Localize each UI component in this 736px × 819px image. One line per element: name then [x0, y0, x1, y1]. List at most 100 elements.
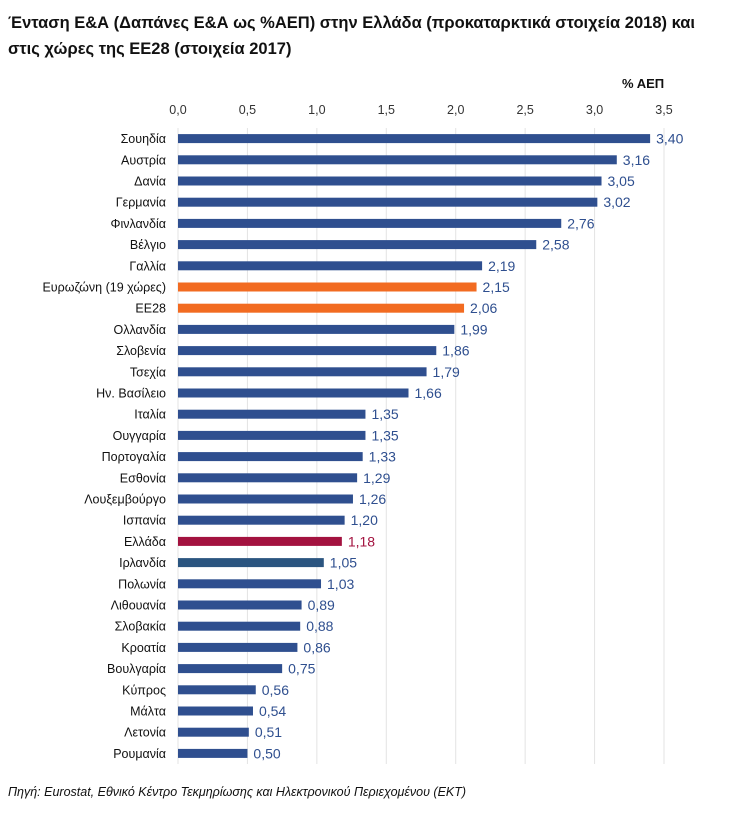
bar	[178, 197, 598, 207]
bar	[178, 218, 562, 228]
bar	[178, 324, 455, 334]
data-label: 2,19	[488, 258, 515, 274]
data-label: 0,51	[255, 724, 282, 740]
x-tick-label: 0,0	[169, 103, 186, 117]
data-label: 2,58	[542, 237, 569, 253]
data-label: 0,86	[303, 639, 330, 655]
bar-chart: 0,0 0,5 1,0 1,5 2,0 2,5 3,0 3,5 Σουηδία 3,40 Αυστρ…	[42, 103, 684, 764]
data-label: 1,20	[351, 512, 378, 528]
category-label: Ολλανδία	[114, 323, 166, 337]
category-label: Λιθουανία	[111, 599, 166, 613]
category-label: Σλοβακία	[115, 620, 166, 634]
data-label: 1,29	[363, 470, 390, 486]
category-label: Λουξεμβούργο	[84, 493, 166, 507]
category-label: Ιταλία	[134, 408, 166, 422]
x-tick-label: 2,5	[516, 103, 533, 117]
bar	[178, 515, 345, 525]
bar	[178, 748, 248, 758]
category-label: Ισπανία	[123, 514, 166, 528]
category-label: Ιρλανδία	[119, 556, 166, 570]
category-label: Βέλγιο	[130, 238, 166, 252]
data-label: 1,05	[330, 555, 357, 571]
bar	[178, 664, 283, 674]
chart-title: Ένταση Ε&Α (Δαπάνες Ε&Α ως %ΑΕΠ) στην Ελ…	[8, 14, 695, 58]
data-label: 3,05	[608, 173, 635, 189]
data-label: 2,76	[567, 215, 594, 231]
data-label: 0,50	[253, 745, 280, 761]
bar	[178, 685, 256, 695]
bar	[178, 346, 437, 356]
category-label: Ρουμανία	[113, 747, 166, 761]
bar	[178, 430, 366, 440]
data-label: 1,35	[371, 406, 398, 422]
bar	[178, 176, 602, 186]
category-label: Δανία	[134, 175, 166, 189]
x-tick-label: 1,5	[378, 103, 395, 117]
bar	[178, 621, 301, 631]
category-label: Λετονία	[124, 726, 166, 740]
category-label: Γερμανία	[116, 196, 166, 210]
category-label: Φινλανδία	[111, 217, 167, 231]
bar	[178, 536, 342, 546]
data-label: 1,26	[359, 491, 386, 507]
data-label: 0,54	[259, 703, 286, 719]
category-label: Κύπρος	[122, 683, 166, 697]
data-label: 1,86	[442, 343, 469, 359]
bar	[178, 473, 358, 483]
data-label: 2,06	[470, 300, 497, 316]
bar	[178, 558, 324, 568]
bar	[178, 642, 298, 652]
x-tick-label: 3,5	[655, 103, 672, 117]
bar	[178, 706, 253, 716]
x-tick-label: 0,5	[239, 103, 256, 117]
x-tick-label: 2,0	[447, 103, 464, 117]
bar	[178, 452, 363, 462]
bar	[178, 282, 477, 292]
data-label: 3,02	[603, 194, 630, 210]
bar	[178, 388, 409, 398]
category-label: Βουλγαρία	[107, 662, 166, 676]
bar	[178, 494, 353, 504]
data-label: 3,40	[656, 131, 683, 147]
data-label: 0,56	[262, 682, 289, 698]
bar	[178, 367, 427, 377]
axis-unit-label: % ΑΕΠ	[622, 76, 665, 91]
data-label: 1,33	[369, 449, 396, 465]
bar	[178, 579, 322, 589]
data-label: 1,99	[460, 321, 487, 337]
category-label: Κροατία	[121, 641, 166, 655]
data-label: 1,03	[327, 576, 354, 592]
category-label: ΕΕ28	[135, 302, 166, 316]
data-label: 1,79	[433, 364, 460, 380]
category-label: Ην. Βασίλειο	[96, 387, 166, 401]
bar	[178, 409, 366, 419]
category-label: Σλοβενία	[116, 344, 166, 358]
category-label: Τσεχία	[130, 365, 166, 379]
category-label: Ουγγαρία	[113, 429, 166, 443]
bar	[178, 261, 483, 271]
category-label: Εσθονία	[120, 471, 166, 485]
x-tick-label: 1,0	[308, 103, 325, 117]
category-label: Πολωνία	[118, 577, 166, 591]
bar	[178, 303, 465, 313]
category-label: Ελλάδα	[124, 535, 166, 549]
data-label: 0,89	[308, 597, 335, 613]
category-label: Ευρωζώνη (19 χώρες)	[42, 281, 166, 295]
bar	[178, 134, 651, 144]
data-label: 0,88	[306, 618, 333, 634]
bar	[178, 600, 302, 610]
category-label: Αυστρία	[121, 153, 166, 167]
data-label: 1,18	[348, 533, 375, 549]
category-label: Μάλτα	[130, 705, 166, 719]
data-label: 0,75	[288, 661, 315, 677]
data-label: 3,16	[623, 152, 650, 168]
data-label: 2,15	[483, 279, 510, 295]
bar	[178, 155, 617, 165]
category-label: Σουηδία	[121, 132, 166, 146]
bar	[178, 727, 249, 737]
data-label: 1,66	[415, 385, 442, 401]
category-label: Πορτογαλία	[102, 450, 166, 464]
source-note: Πηγή: Eurostat, Εθνικό Κέντρο Τεκμηρίωση…	[8, 785, 467, 799]
category-label: Γαλλία	[129, 259, 166, 273]
bar	[178, 240, 537, 250]
